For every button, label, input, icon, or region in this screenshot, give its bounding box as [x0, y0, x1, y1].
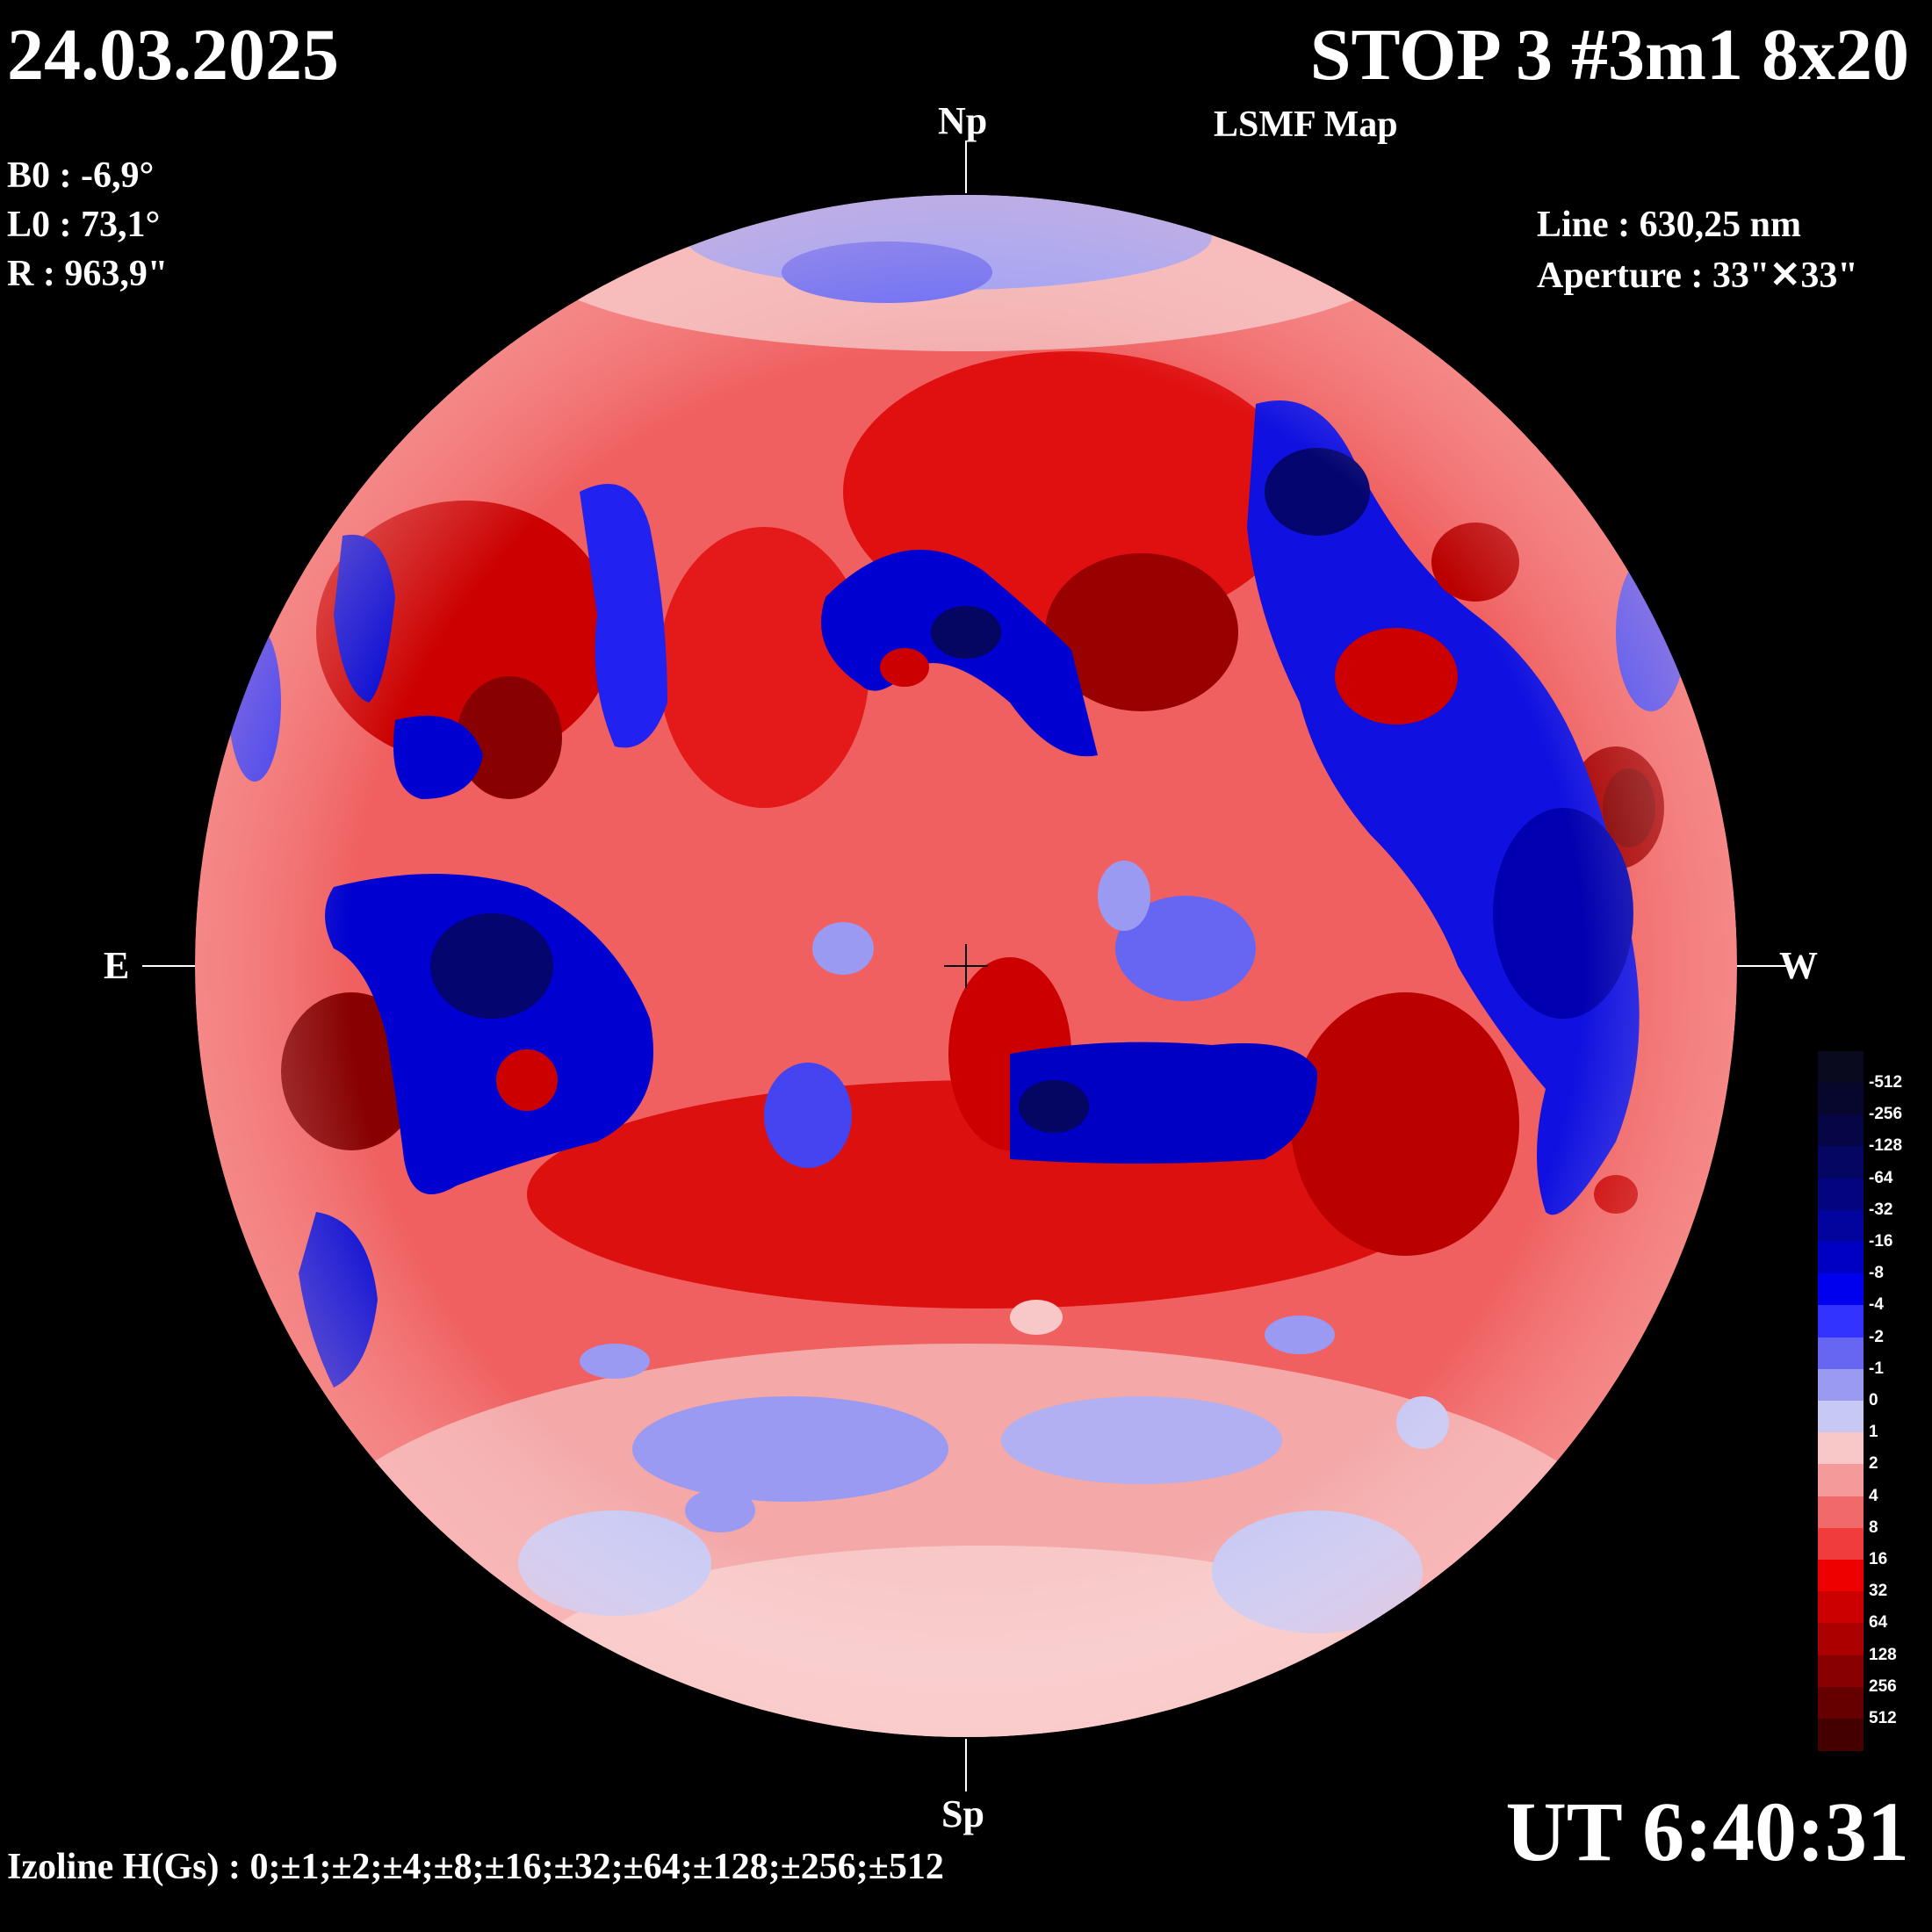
legend-level-label: 128: [1869, 1645, 1897, 1664]
spectral-line: Line : 630,25 nm: [1537, 205, 1802, 245]
legend-swatch: [1818, 1591, 1864, 1625]
legend-swatch: [1818, 1178, 1864, 1211]
legend-swatch: [1818, 1114, 1864, 1148]
legend-level-label: -128: [1869, 1136, 1903, 1156]
legend-swatch: [1818, 1432, 1864, 1466]
map-title: STOP 3 #3m1 8x20: [1309, 14, 1909, 96]
legend-level-label: 64: [1869, 1613, 1888, 1633]
legend-swatch: [1818, 1496, 1864, 1529]
legend-swatch: [1818, 1337, 1864, 1370]
legend-swatch: [1818, 1242, 1864, 1275]
legend-level-label: 2: [1869, 1454, 1878, 1474]
map-subtitle: LSMF Map: [1214, 105, 1398, 145]
legend-swatch: [1818, 1560, 1864, 1593]
legend-level-label: -16: [1869, 1232, 1893, 1251]
legend-swatch: [1818, 1368, 1864, 1402]
legend-level-label: -512: [1869, 1073, 1903, 1092]
param-l0: L0 : 73,1°: [7, 205, 161, 245]
legend-swatch-top: [1818, 1051, 1864, 1083]
legend-level-label: 0: [1869, 1391, 1878, 1409]
legend-level-label: 1: [1869, 1423, 1878, 1442]
east-label: E: [104, 944, 130, 987]
legend-swatch: [1818, 1209, 1864, 1243]
legend-swatch: [1818, 1719, 1864, 1752]
legend-level-label: 32: [1869, 1582, 1888, 1601]
legend-level-label: -1: [1869, 1359, 1884, 1378]
west-label: W: [1779, 944, 1818, 987]
legend-level-label: -32: [1869, 1200, 1893, 1219]
legend-level-label: 16: [1869, 1550, 1888, 1568]
legend-swatch: [1818, 1083, 1864, 1116]
izoline-levels: Izoline H(Gs) : 0;±1;±2;±4;±8;±16;±32;±6…: [7, 1847, 944, 1887]
legend-level-label: 256: [1869, 1676, 1897, 1696]
legend-swatch: [1818, 1654, 1864, 1688]
legend-level-label: -2: [1869, 1327, 1884, 1346]
legend-level-label: -4: [1869, 1295, 1884, 1315]
legend-swatch: [1818, 1527, 1864, 1561]
legend-swatch: [1818, 1623, 1864, 1656]
legend-level-label: 512: [1869, 1709, 1897, 1727]
legend-swatch: [1818, 1401, 1864, 1434]
center-crosshair: [944, 944, 988, 988]
ut-time: UT 6:40:31: [1505, 1784, 1909, 1878]
legend-swatch: [1818, 1305, 1864, 1338]
north-pole-label: Np: [938, 99, 988, 142]
aperture: Aperture : 33"✕33": [1537, 256, 1858, 296]
south-pole-label: Sp: [941, 1792, 984, 1835]
legend-swatch: [1818, 1686, 1864, 1719]
observation-date: 24.03.2025: [7, 14, 339, 96]
legend-level-label: -256: [1869, 1105, 1903, 1124]
param-b0: B0 : -6,9°: [7, 155, 155, 196]
legend-swatch: [1818, 1273, 1864, 1307]
legend-swatch: [1818, 1464, 1864, 1497]
legend-level-label: 8: [1869, 1517, 1878, 1537]
legend-level-label: -8: [1869, 1264, 1884, 1283]
axis-ticks: [142, 141, 1790, 1791]
legend-level-label: -64: [1869, 1168, 1893, 1187]
legend-swatch: [1818, 1146, 1864, 1179]
param-radius: R : 963,9": [7, 254, 169, 294]
legend-level-label: 4: [1869, 1486, 1878, 1505]
